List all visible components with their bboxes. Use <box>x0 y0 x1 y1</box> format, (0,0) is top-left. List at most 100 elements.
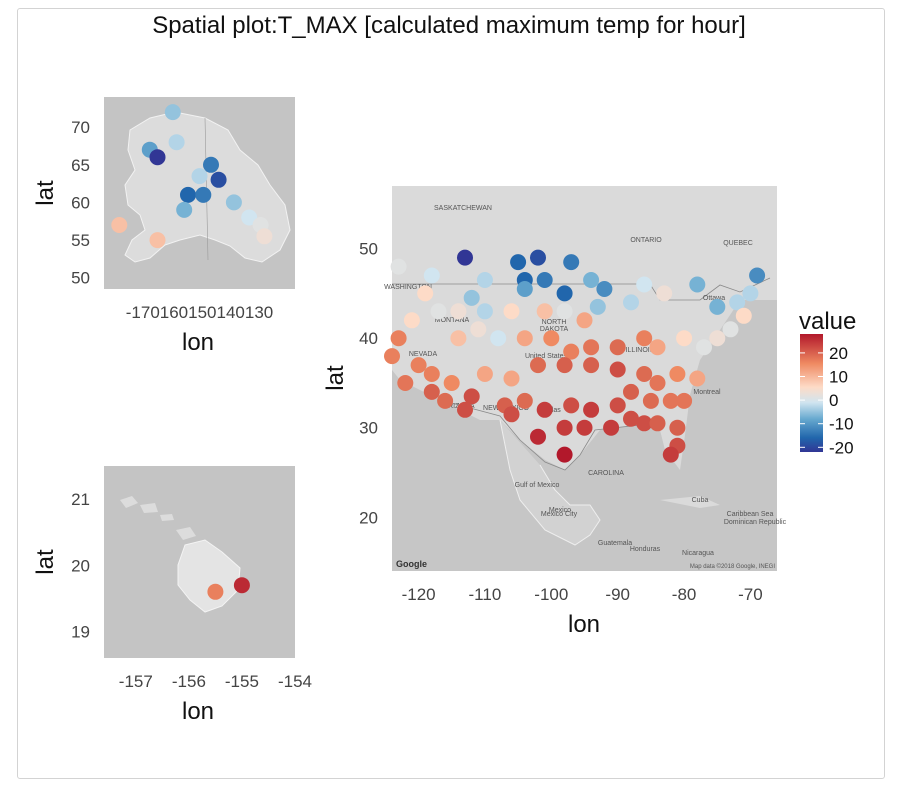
conus-y-axis-label: lat <box>322 365 349 391</box>
hawaii-y-tick-label: 20 <box>71 556 90 575</box>
conus-point <box>729 294 746 311</box>
conus-point <box>470 321 487 338</box>
conus-point <box>696 339 712 356</box>
alaska-y-tick-label: 60 <box>71 193 90 212</box>
alaska-point <box>210 171 227 188</box>
map-place-label: Mexico City <box>541 511 578 518</box>
map-place-label: Honduras <box>630 546 661 553</box>
conus-point <box>430 303 447 320</box>
map-place-label: ONTARIO <box>630 237 662 244</box>
conus-point <box>530 428 546 445</box>
conus-point <box>556 285 573 302</box>
map-place-label: WASHINGTON <box>384 284 432 291</box>
conus-point <box>556 419 573 436</box>
alaska-panel: -170160150140130 50 55 60 65 70 lon lat <box>32 104 273 356</box>
hawaii-x-tick-label: -155 <box>225 672 259 691</box>
conus-point <box>556 446 573 463</box>
alaska-point <box>149 232 166 249</box>
hawaii-x-tick-label: -157 <box>119 672 153 691</box>
hawaii-panel: -157 -156 -155 -154 19 20 21 lon lat <box>32 490 312 725</box>
conus-point <box>503 303 520 320</box>
conus-x-axis-label: lon <box>568 611 600 638</box>
hawaii-point <box>207 583 224 600</box>
conus-point <box>642 392 659 409</box>
conus-point <box>563 397 580 414</box>
conus-point <box>689 276 706 293</box>
map-place-label: Caribbean Sea <box>727 511 774 518</box>
conus-point <box>457 401 473 418</box>
conus-point <box>490 330 507 347</box>
map-place-label: United States <box>525 353 568 360</box>
conus-point <box>609 339 626 356</box>
conus-point <box>423 366 440 382</box>
conus-point <box>417 285 434 302</box>
alaska-point <box>241 209 258 226</box>
alaska-point <box>180 186 196 203</box>
conus-point <box>669 366 686 382</box>
conus-point <box>676 330 693 347</box>
map-place-label: Ottawa <box>703 295 725 302</box>
conus-point <box>735 307 752 324</box>
panels: -170160150140130 50 55 60 65 70 lon lat -157 -156… <box>32 104 766 725</box>
hawaii-x-axis-label: lon <box>182 698 214 725</box>
conus-point <box>669 419 686 436</box>
alaska-point <box>256 228 273 245</box>
alaska-x-axis-label: lon <box>182 329 214 356</box>
conus-x-tick-label: -100 <box>534 585 568 604</box>
conus-point <box>649 339 666 356</box>
conus-panel: -120 -110 -100 -90 -80 -70 20 30 40 50 lon lat <box>322 240 766 638</box>
map-place-label: Dominican Republic <box>724 519 787 526</box>
conus-point <box>397 375 414 391</box>
conus-point <box>384 348 400 365</box>
conus-point <box>609 397 626 414</box>
conus-point <box>390 330 407 347</box>
alaska-point <box>203 156 219 173</box>
conus-point <box>516 392 533 409</box>
alaska-y-axis-label: lat <box>32 180 59 206</box>
legend: value 20 10 0 -10 -20 <box>799 308 856 457</box>
hawaii-map <box>104 466 295 658</box>
map-place-label: Guatemala <box>598 540 632 547</box>
legend-tick-label: 10 <box>829 368 848 387</box>
conus-point <box>503 370 520 387</box>
hawaii-y-axis-label: lat <box>32 549 59 575</box>
alaska-point <box>149 149 166 166</box>
conus-point <box>636 276 653 293</box>
map-place-label: NORTH <box>542 319 567 326</box>
conus-point <box>636 366 653 382</box>
conus-point <box>536 303 553 320</box>
conus-point <box>410 357 427 374</box>
conus-point <box>576 312 593 329</box>
hawaii-point <box>233 577 250 594</box>
conus-point <box>676 392 693 409</box>
conus-point <box>463 388 480 405</box>
conus-point <box>563 254 580 271</box>
conus-point <box>516 330 533 347</box>
conus-x-tick-label: -120 <box>402 585 436 604</box>
conus-point <box>530 249 546 266</box>
conus-point <box>530 357 546 374</box>
map-place-label: QUEBEC <box>723 240 753 247</box>
conus-point <box>443 375 460 391</box>
conus-x-tick-label: -70 <box>738 585 763 604</box>
conus-x-tick-label: -110 <box>469 585 502 604</box>
conus-point <box>689 370 706 387</box>
conus-point <box>476 303 493 320</box>
conus-point <box>656 285 673 302</box>
conus-point <box>636 330 653 347</box>
map-place-label: CAROLINA <box>588 470 624 477</box>
conus-point <box>589 298 606 315</box>
conus-y-tick-label: 50 <box>359 240 378 259</box>
conus-point <box>437 392 454 409</box>
conus-point <box>623 294 639 311</box>
legend-tick-label: 0 <box>829 391 838 410</box>
alaska-x-tick-labels: -170160150140130 <box>126 303 273 322</box>
map-place-label: Gulf of Mexico <box>515 482 560 489</box>
legend-title: value <box>799 308 856 335</box>
conus-point <box>709 330 726 347</box>
hawaii-y-tick-label: 21 <box>71 490 90 509</box>
conus-point <box>556 357 573 374</box>
conus-y-tick-label: 20 <box>359 508 378 527</box>
map-place-label: NEVADA <box>409 351 438 358</box>
